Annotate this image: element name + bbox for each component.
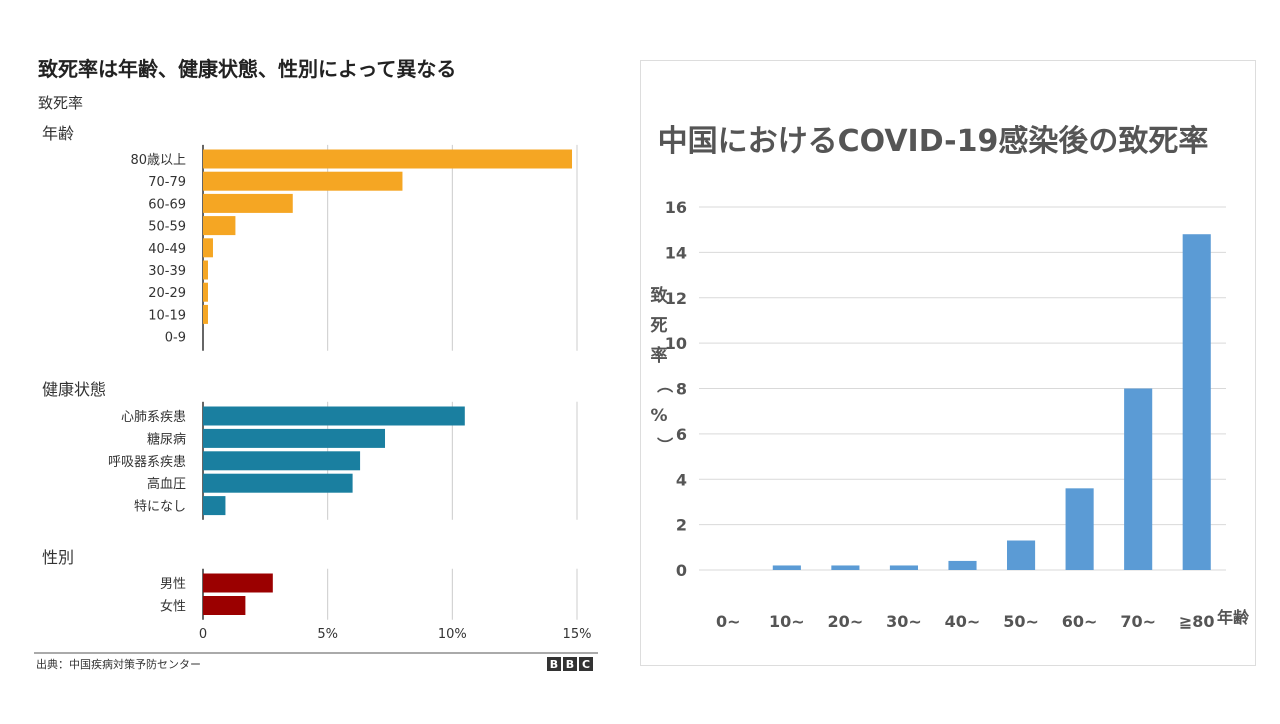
y-tick-label: 0	[676, 561, 687, 580]
category-label: 男性	[160, 577, 186, 592]
x-tick-label: 20~	[828, 612, 864, 631]
bbc-letter-1: B	[550, 658, 558, 671]
category-label: 0-9	[165, 331, 186, 346]
left-chart-panel: 致死率は年齢、健康状態、性別によって異なる 致死率 年齢 80歳以上 70-79 60…	[0, 0, 640, 720]
bar	[203, 304, 208, 324]
bar	[203, 473, 353, 493]
category-label: 特になし	[134, 500, 186, 515]
bar	[203, 451, 361, 471]
bar	[1065, 488, 1094, 570]
category-label: 心肺系疾患	[121, 410, 186, 425]
bar	[889, 565, 918, 570]
group-heading: 性別	[42, 548, 74, 567]
source-text: 出典：中国疾病対策予防センター	[36, 657, 201, 671]
group-heading: 年齢	[42, 124, 74, 143]
bar	[203, 193, 293, 213]
category-label: 40-49	[148, 242, 186, 257]
bbc-letter-3: C	[582, 658, 590, 671]
vertical-bar-chart: 中国におけるCOVID-19感染後の致死率 0 2 4 6 8 10 12 14 16 0~ 10…	[650, 124, 1250, 631]
ylabel-char: （	[655, 377, 674, 393]
bar	[772, 565, 801, 570]
right-xlabel: 年齢	[1217, 608, 1250, 627]
bar	[203, 238, 213, 258]
x-tick-label: 60~	[1062, 612, 1098, 631]
y-tick-label: 6	[676, 425, 687, 444]
bar	[203, 573, 273, 593]
bar	[831, 565, 860, 570]
ylabel-char: 致	[651, 285, 669, 306]
category-label: 50-59	[148, 220, 186, 235]
ylabel-char: %	[650, 406, 667, 426]
left-chart-title: 致死率は年齢、健康状態、性別によって異なる	[38, 57, 456, 81]
y-tick-label: 8	[676, 380, 687, 399]
right-ylabel: 致死率 （% ）	[650, 285, 674, 453]
x-tick-label: ≧80	[1179, 612, 1215, 631]
ylabel-char: ）	[655, 437, 674, 453]
ylabel-char: 率	[651, 345, 668, 366]
x-tick-label: 70~	[1120, 612, 1156, 631]
bar	[203, 149, 573, 169]
right-chart-title: 中国におけるCOVID-19感染後の致死率	[658, 124, 1209, 159]
x-tick-label: 50~	[1003, 612, 1039, 631]
bar	[203, 496, 226, 516]
category-label: 60-69	[148, 197, 186, 212]
x-tick-label: 5%	[317, 627, 338, 642]
category-label: 呼吸器系疾患	[108, 455, 186, 470]
bar	[203, 282, 208, 302]
y-tick-label: 2	[676, 516, 687, 535]
bbc-logo: B B C	[547, 657, 593, 671]
bar	[948, 560, 977, 570]
group-heading: 健康状態	[42, 380, 106, 399]
x-tick-label: 15%	[563, 627, 592, 642]
bar	[1182, 234, 1211, 570]
category-label: 70-79	[148, 175, 186, 190]
bar	[1124, 388, 1153, 570]
x-tick-label: 0~	[716, 612, 741, 631]
bar	[203, 406, 465, 426]
category-label: 30-39	[148, 264, 186, 279]
y-tick-label: 14	[665, 243, 687, 262]
y-tick-label: 16	[665, 198, 687, 217]
y-tick-label: 10	[665, 334, 687, 353]
horizontal-bar-chart: 致死率は年齢、健康状態、性別によって異なる 致死率 年齢 80歳以上 70-79 60…	[34, 57, 598, 671]
y-tick-label: 4	[676, 470, 687, 489]
category-label: 女性	[160, 599, 186, 615]
bar	[203, 428, 386, 448]
x-tick-label: 0	[199, 627, 207, 642]
left-chart-subtitle: 致死率	[38, 94, 83, 112]
category-label: 糖尿病	[147, 431, 186, 447]
right-chart-panel: 中国におけるCOVID-19感染後の致死率 0 2 4 6 8 10 12 14 16 0~ 10…	[640, 60, 1256, 666]
category-label: 高血圧	[147, 476, 186, 492]
category-label: 80歳以上	[130, 153, 186, 168]
ylabel-char: 死	[651, 316, 668, 336]
x-tick-label: 40~	[945, 612, 981, 631]
bar	[203, 216, 236, 236]
category-label: 20-29	[148, 286, 186, 301]
y-tick-label: 12	[665, 289, 687, 308]
bbc-letter-2: B	[566, 658, 574, 671]
x-tick-label: 30~	[886, 612, 922, 631]
bar	[1007, 540, 1036, 570]
bar	[203, 260, 208, 280]
bar	[203, 171, 403, 191]
x-tick-label: 10%	[438, 627, 467, 642]
x-tick-label: 10~	[769, 612, 805, 631]
bar	[203, 596, 246, 615]
category-label: 10-19	[148, 308, 186, 323]
